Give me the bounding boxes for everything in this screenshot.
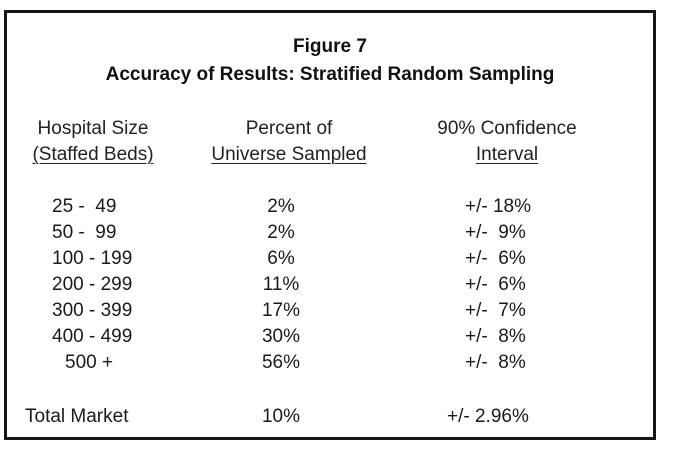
table-row: 500 + 56% +/- 8% [7, 352, 653, 378]
total-interval: +/- 2.96% [447, 406, 529, 427]
percent-sampled-cell: 56% [261, 352, 301, 373]
header-hospital-size-line2: (Staffed Beds) [32, 144, 154, 165]
header-percent-sampled: Percent of Universe Sampled [191, 116, 387, 168]
confidence-interval-cell: +/- 6% [465, 274, 526, 295]
table-row: 50 - 99 2% +/- 9% [7, 222, 653, 248]
confidence-interval-cell: +/- 8% [465, 352, 526, 373]
figure-title: Figure 7 [293, 36, 367, 57]
percent-sampled-cell: 6% [267, 248, 295, 269]
table-row: 400 - 499 30% +/- 8% [7, 326, 653, 352]
hospital-size-cell: 500 + [65, 352, 114, 373]
hospital-size-cell: 400 - 499 [52, 326, 133, 347]
confidence-interval-cell: +/- 8% [465, 326, 526, 347]
header-confidence-interval-line1: 90% Confidence [437, 118, 577, 139]
hospital-size-cell: 200 - 299 [52, 274, 133, 295]
figure-subtitle: Accuracy of Results: Stratified Random S… [105, 64, 555, 85]
table-row: 200 - 299 11% +/- 6% [7, 274, 653, 300]
hospital-size-cell: 25 - 49 [52, 196, 117, 217]
confidence-interval-cell: +/- 9% [465, 222, 526, 243]
total-percent: 10% [261, 406, 301, 427]
header-hospital-size: Hospital Size (Staffed Beds) [17, 116, 169, 168]
table-row: 25 - 49 2% +/- 18% [7, 196, 653, 222]
hospital-size-cell: 300 - 399 [52, 300, 133, 321]
table-row: 300 - 399 17% +/- 7% [7, 300, 653, 326]
header-percent-sampled-line2: Universe Sampled [211, 144, 367, 165]
hospital-size-cell: 50 - 99 [52, 222, 117, 243]
total-label: Total Market [25, 406, 129, 427]
confidence-interval-cell: +/- 6% [465, 248, 526, 269]
header-percent-sampled-line1: Percent of [245, 118, 333, 139]
percent-sampled-cell: 11% [262, 274, 300, 295]
percent-sampled-cell: 30% [261, 326, 301, 347]
table-row: 100 - 199 6% +/- 6% [7, 248, 653, 274]
percent-sampled-cell: 17% [261, 300, 301, 321]
percent-sampled-cell: 2% [267, 222, 295, 243]
header-confidence-interval-line2: Interval [475, 144, 539, 165]
confidence-interval-cell: +/- 7% [465, 300, 526, 321]
hospital-size-cell: 100 - 199 [52, 248, 133, 269]
percent-sampled-cell: 2% [267, 196, 295, 217]
confidence-interval-cell: +/- 18% [465, 196, 532, 217]
header-confidence-interval: 90% Confidence Interval [407, 116, 607, 168]
figure-frame: Figure 7 Accuracy of Results: Stratified… [4, 10, 656, 440]
total-row: Total Market 10% +/- 2.96% [7, 406, 653, 432]
header-hospital-size-line1: Hospital Size [37, 118, 149, 139]
